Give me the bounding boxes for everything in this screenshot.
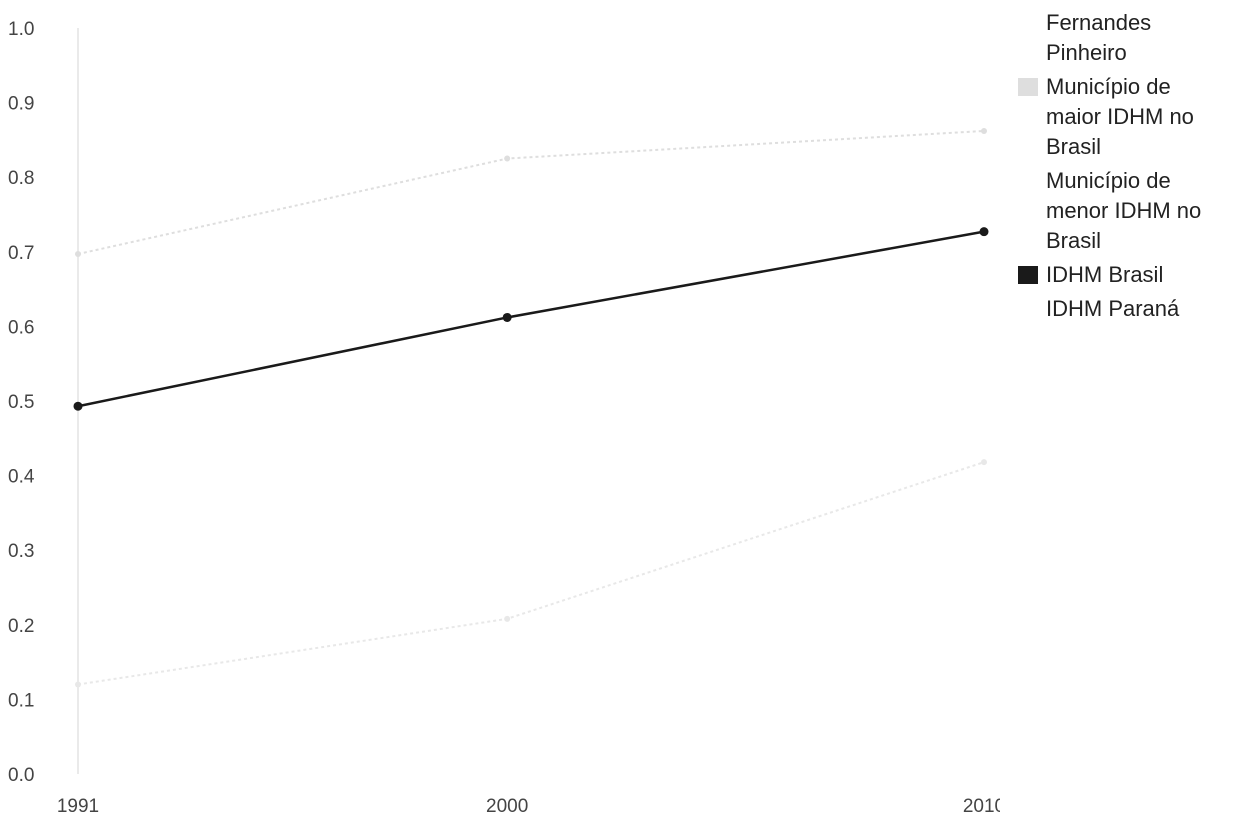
legend-item: IDHM Brasil (1012, 260, 1227, 290)
series-line-idhm-brasil (77, 230, 985, 408)
y-tick-label: 0.1 (8, 690, 34, 711)
y-tick-label: 0.5 (8, 392, 34, 413)
data-point-municipio-de-menor-idhm-no-brasil (75, 681, 81, 688)
legend-label: IDHM Brasil (1046, 262, 1164, 287)
series-line-municipio-de-menor-idhm-no-brasil (77, 461, 985, 686)
legend-item: Fernandes Pinheiro (1012, 8, 1227, 68)
x-tick-labels: 1991 2000 2010 (57, 796, 1000, 817)
y-tick-label: 0.6 (8, 317, 34, 338)
data-point-municipio-de-maior-idhm-no-brasil (981, 127, 987, 134)
y-tick-label: 0.7 (8, 243, 34, 264)
legend-label: Município de menor IDHM no Brasil (1046, 168, 1202, 253)
y-tick-label: 1.0 (8, 19, 34, 40)
x-tick-label: 1991 (57, 796, 99, 817)
legend-item: Município de maior IDHM no Brasil (1012, 72, 1227, 162)
y-tick-label: 0.8 (8, 168, 34, 189)
data-point-municipio-de-menor-idhm-no-brasil (981, 459, 987, 466)
y-tick-label: 0.4 (8, 467, 35, 488)
y-tick-label: 0.2 (8, 616, 34, 637)
x-tick-label: 2010 (963, 796, 1000, 817)
data-point-idhm-brasil (502, 312, 512, 322)
data-point-municipio-de-maior-idhm-no-brasil (75, 251, 81, 258)
x-tick-label: 2000 (486, 796, 528, 817)
legend-label: IDHM Paraná (1046, 296, 1180, 321)
data-point-municipio-de-menor-idhm-no-brasil (504, 615, 511, 622)
data-point-idhm-brasil (73, 401, 83, 411)
data-point-municipio-de-maior-idhm-no-brasil (504, 155, 511, 162)
y-tick-label: 0.9 (8, 94, 34, 115)
series-layer (73, 127, 989, 688)
y-tick-label: 0.3 (8, 541, 34, 562)
series-line-municipio-de-maior-idhm-no-brasil (77, 129, 985, 256)
legend-label: Município de maior IDHM no Brasil (1046, 74, 1194, 159)
legend-item: Município de menor IDHM no Brasil (1012, 166, 1227, 256)
data-point-idhm-brasil (979, 227, 989, 237)
chart-legend: Fernandes Pinheiro Município de maior IDH… (1012, 8, 1227, 328)
legend-item: IDHM Paraná (1012, 294, 1227, 324)
y-tick-labels: 0.0 0.1 0.2 0.3 0.4 0.5 0.6 0.7 0.8 0.9 1.0 (8, 19, 35, 786)
legend-swatch (1018, 266, 1038, 284)
line-chart: 0.0 0.1 0.2 0.3 0.4 0.5 0.6 0.7 0.8 0.9 1.0 1991 20… (8, 19, 1000, 817)
y-tick-label: 0.0 (8, 765, 34, 786)
legend-swatch (1018, 78, 1038, 96)
legend-label: Fernandes Pinheiro (1046, 10, 1152, 65)
